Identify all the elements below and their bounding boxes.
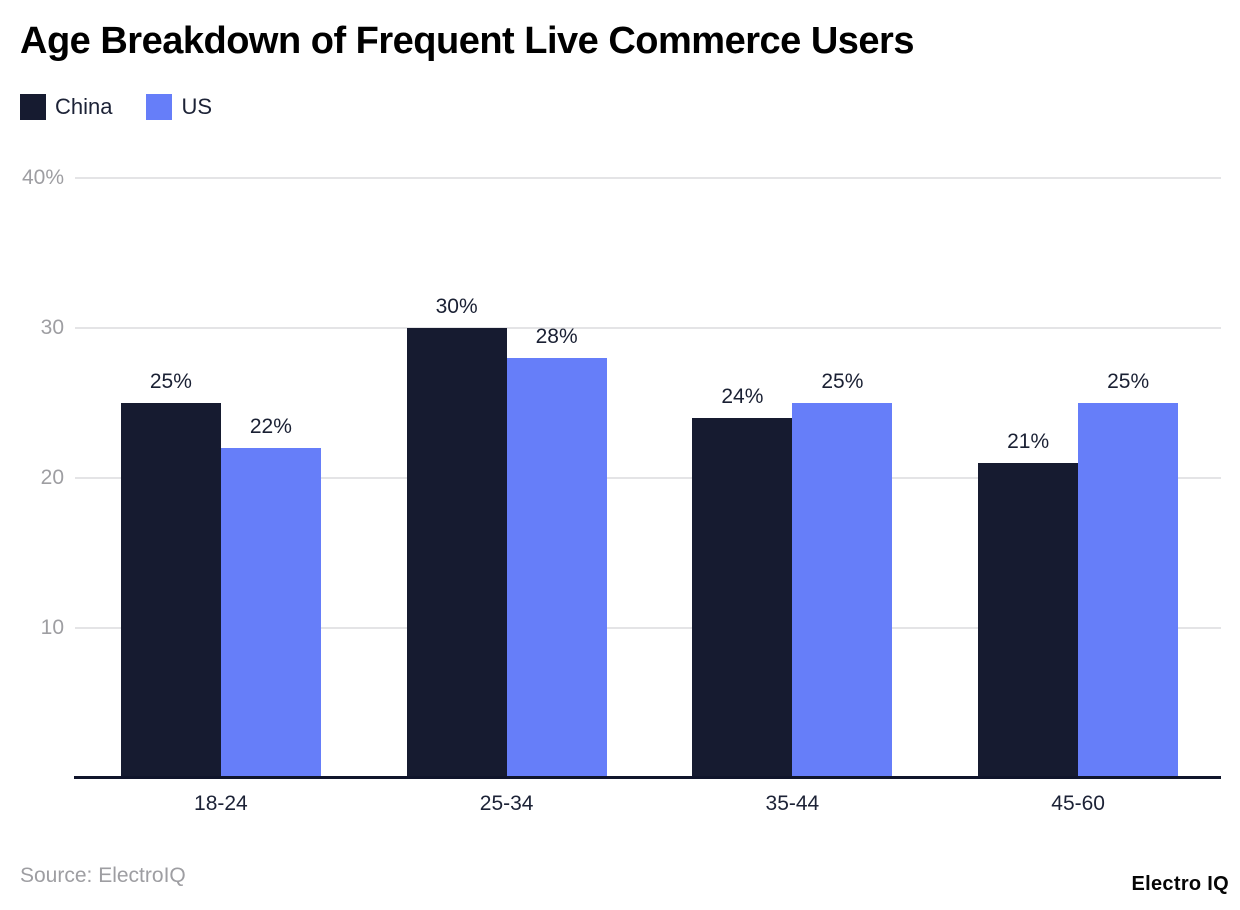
value-label-us-25-34: 28% (535, 325, 578, 348)
legend: China US (20, 94, 212, 120)
legend-swatch-china (20, 94, 46, 120)
x-axis-label-45-60: 45-60 (1051, 792, 1105, 815)
x-axis-label-18-24: 18-24 (194, 792, 248, 815)
y-axis-tick-40: 40% (21, 166, 64, 189)
gridline-20 (75, 477, 1221, 479)
value-label-china-25-34: 30% (435, 295, 478, 318)
value-label-china-18-24: 25% (149, 370, 192, 393)
legend-label-us: US (181, 94, 213, 119)
x-axis-line (74, 776, 1221, 779)
source-note: Source: ElectroIQ (20, 864, 186, 887)
value-label-us-18-24: 22% (249, 415, 292, 438)
gridline-10 (75, 627, 1221, 629)
bar-us-35-44 (792, 403, 893, 778)
bar-china-25-34 (406, 328, 507, 778)
legend-label-china: China (55, 94, 113, 119)
x-axis-label-35-44: 35-44 (765, 792, 820, 815)
bar-us-25-34 (506, 358, 607, 778)
brand-logo: Electro IQ (1131, 873, 1229, 895)
value-label-us-45-60: 25% (1107, 370, 1150, 393)
y-axis-tick-30: 30 (40, 316, 64, 339)
gridline-30 (75, 327, 1221, 329)
legend-item-china: China (20, 94, 112, 120)
bar-china-35-44 (692, 418, 793, 778)
x-axis-label-25-34: 25-34 (479, 792, 534, 815)
chart-title: Age Breakdown of Frequent Live Commerce … (20, 20, 914, 62)
y-axis-tick-10: 10 (40, 616, 64, 639)
bar-us-45-60 (1078, 403, 1179, 778)
gridline-40 (75, 177, 1221, 179)
legend-item-us: US (146, 94, 212, 120)
value-label-china-45-60: 21% (1007, 430, 1050, 453)
value-label-china-35-44: 24% (721, 385, 764, 408)
y-axis-tick-20: 20 (40, 466, 64, 489)
value-label-us-35-44: 25% (821, 370, 864, 393)
legend-swatch-us (146, 94, 173, 120)
bar-china-45-60 (978, 463, 1079, 778)
bar-us-18-24 (220, 448, 321, 778)
bar-china-18-24 (120, 403, 221, 778)
